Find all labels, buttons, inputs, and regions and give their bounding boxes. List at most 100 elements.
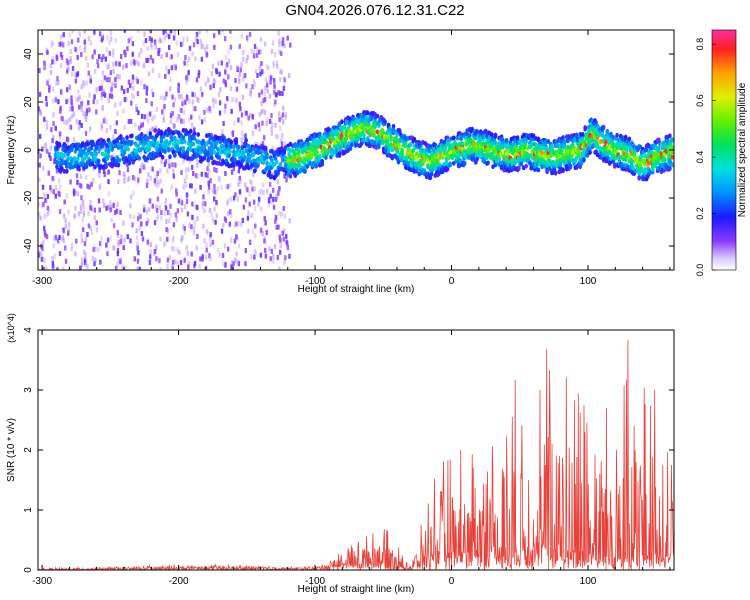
- spectrogram-cell: [119, 259, 122, 265]
- spectrogram-cell: [404, 140, 408, 146]
- spectrogram-cell: [287, 72, 291, 78]
- spectrogram-cell: [129, 194, 133, 200]
- snr-y-label: SNR (10 * v/v): [6, 418, 17, 482]
- chart-title: GN04.2026.076.12.31.C22: [285, 2, 465, 19]
- spectrogram-cell: [144, 135, 149, 141]
- spectrogram-cell: [258, 49, 261, 55]
- spectrogram-cell: [95, 109, 98, 115]
- spectrogram-cell: [164, 198, 168, 204]
- spectrogram-cell: [252, 50, 255, 56]
- spectrogram-cell: [112, 61, 115, 67]
- spectrogram-cell: [49, 70, 53, 76]
- spectrogram-cell: [102, 118, 106, 124]
- spectrogram-cell: [141, 162, 145, 168]
- spectrogram-cell: [177, 82, 180, 88]
- spectrogram-cell: [83, 43, 87, 49]
- spectrogram-cell: [126, 46, 129, 52]
- spectrogram-cell: [234, 192, 237, 198]
- spectrogram-cell: [84, 252, 87, 258]
- spectrogram-cell: [165, 91, 168, 97]
- spectrogram-cell: [186, 76, 189, 82]
- spectrogram-cell: [81, 199, 85, 205]
- spectrogram-cell: [206, 229, 209, 235]
- spectrogram-cell: [88, 107, 91, 113]
- spectrogram-cell: [175, 191, 178, 197]
- spectrogram-cell: [104, 164, 108, 170]
- spectrogram-cell: [269, 193, 272, 199]
- spectrogram-cell: [160, 210, 163, 216]
- spectrogram-cell: [145, 98, 148, 104]
- spectrogram-cell: [272, 204, 276, 210]
- snr-panel: -300 -200 -100 0 100 0 1 2 3 4 Height of straight…: [6, 313, 675, 595]
- spectrogram-cell: [46, 148, 49, 154]
- spectrogram-cell: [122, 64, 125, 70]
- spectrogram-cell: [45, 119, 48, 125]
- spectrogram-cell: [114, 37, 117, 43]
- spectrogram-cell: [212, 33, 216, 39]
- spectrogram-cell: [156, 170, 159, 176]
- spectrogram-cell: [186, 156, 191, 161]
- spectrogram-cell: [84, 236, 88, 242]
- spectrogram-cell: [149, 42, 153, 48]
- spectrogram-cell: [489, 132, 494, 137]
- spectrogram-cell: [260, 101, 263, 107]
- spectrogram-cell: [187, 117, 191, 123]
- spectrogram-cell: [50, 42, 53, 48]
- spectrogram-cell: [163, 161, 167, 167]
- spectrogram-cell: [369, 116, 374, 122]
- spectrogram-cell: [620, 146, 624, 152]
- spectrogram-cell: [265, 230, 268, 236]
- spectrogram-cell: [145, 221, 148, 227]
- spectrogram-cell: [211, 63, 215, 69]
- spectrogram-cell: [132, 190, 135, 196]
- spectrogram-cell: [43, 63, 46, 69]
- spectrogram-cell: [195, 163, 199, 169]
- spectrogram-cell: [151, 58, 155, 64]
- spectrogram-cell: [80, 107, 83, 113]
- spectrogram-cell: [214, 219, 217, 225]
- spectrogram-cell: [38, 106, 40, 112]
- spectrogram-marks: [38, 30, 674, 270]
- spectrogram-cell: [41, 145, 44, 151]
- spectrogram-cell: [137, 155, 142, 161]
- spectrogram-cell: [283, 140, 287, 146]
- spectrogram-cell: [260, 61, 263, 67]
- spectrogram-cell: [256, 142, 259, 148]
- spectrogram-cell: [146, 130, 149, 136]
- x-tick-label: 100: [580, 276, 597, 287]
- spectrogram-cell: [615, 132, 619, 138]
- spectrogram-cell: [270, 112, 273, 118]
- spectrogram-cell: [278, 161, 283, 167]
- spectrogram-cell: [45, 79, 49, 85]
- spectrogram-cell: [278, 249, 282, 255]
- spectrogram-cell: [182, 158, 185, 164]
- spectrogram-cell: [135, 76, 138, 82]
- spectrogram-cell: [110, 86, 113, 92]
- spectrogram-cell: [242, 134, 245, 140]
- spectrogram-cell: [59, 108, 62, 114]
- spectrogram-cell: [96, 63, 100, 69]
- spectrogram-cell: [183, 178, 187, 184]
- spectrogram-cell: [195, 245, 198, 251]
- colorbar-label: Normalized spectral amplitude: [737, 82, 748, 217]
- spectrogram-cell: [71, 106, 74, 112]
- spectrogram-cell: [444, 160, 449, 166]
- spectrogram-cell: [189, 183, 192, 189]
- spectrogram-cell: [112, 245, 115, 251]
- spectrogram-cell: [137, 110, 140, 116]
- spectrogram-cell: [146, 239, 150, 245]
- spectrogram-cell: [44, 147, 47, 153]
- spectrogram-cell: [77, 97, 80, 103]
- spectrogram-cell: [111, 52, 115, 58]
- spectrogram-cell: [194, 106, 197, 112]
- colorbar-tick-label: 0.4: [695, 151, 705, 164]
- spectrogram-cell: [93, 215, 96, 221]
- spectrogram-cell: [216, 247, 220, 253]
- spectrogram-cell: [59, 115, 63, 121]
- spectrogram-cell: [123, 124, 126, 130]
- spectrogram-cell: [151, 127, 155, 133]
- spectrogram-cell: [380, 127, 385, 133]
- spectrogram-cell: [52, 189, 56, 195]
- spectrogram-cell: [247, 210, 250, 216]
- spectrogram-cell: [243, 155, 247, 160]
